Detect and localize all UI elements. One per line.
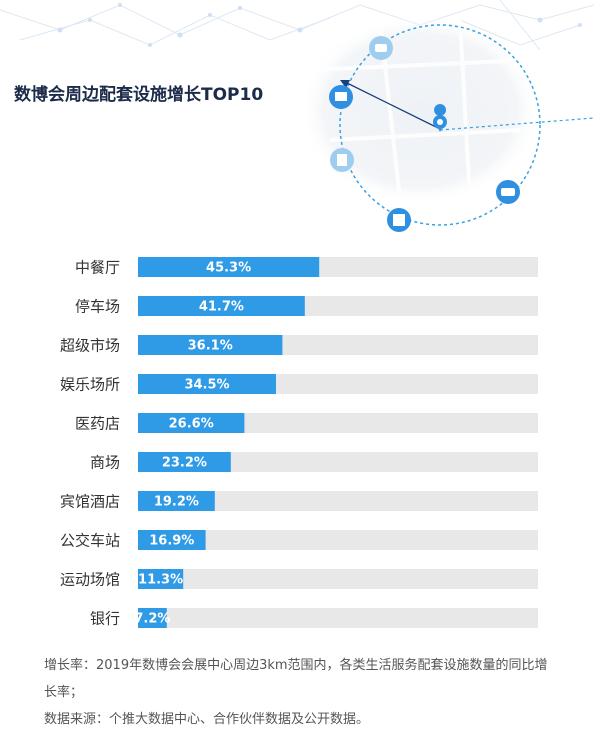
value-label: 23.2% — [162, 456, 207, 471]
category-label: 娱乐场所 — [60, 376, 120, 394]
bar-track — [138, 452, 538, 472]
bar — [138, 569, 184, 589]
bar — [138, 530, 206, 550]
category-label: 公交车站 — [60, 532, 120, 550]
bar — [138, 452, 231, 472]
bar — [138, 335, 283, 355]
chart-title: 数博会周边配套设施增长TOP10 — [14, 84, 263, 105]
value-label: 16.9% — [149, 534, 194, 549]
note: 增长率：2019年数博会会展中心周边3km范围内，各类生活服务配套设施数量的同比… — [44, 658, 548, 700]
category-label: 超级市场 — [60, 337, 120, 355]
category-label: 银行 — [90, 610, 120, 628]
bar — [138, 296, 305, 316]
value-label: 19.2% — [154, 495, 199, 510]
value-label: 41.7% — [199, 300, 244, 315]
value-label: 34.5% — [184, 378, 229, 393]
category-label: 停车场 — [75, 298, 120, 316]
value-label: 36.1% — [188, 339, 233, 354]
bar-track — [138, 530, 538, 550]
bar — [138, 413, 245, 433]
category-label: 商场 — [90, 454, 120, 472]
category-label: 中餐厅 — [75, 259, 120, 277]
value-label: 7.2% — [134, 612, 170, 627]
note: 数据来源：个推大数据中心、合作伙伴数据及公开数据。 — [44, 712, 370, 727]
bar — [138, 491, 215, 511]
network-nodes — [57, 3, 582, 47]
bar — [138, 374, 276, 394]
bar-track — [138, 491, 538, 511]
value-label: 11.3% — [138, 573, 183, 588]
bar — [138, 608, 167, 628]
notes: 增长率：2019年数博会会展中心周边3km范围内，各类生活服务配套设施数量的同比… — [44, 652, 554, 733]
bar-track — [138, 569, 538, 589]
category-label: 宾馆酒店 — [60, 493, 120, 511]
map-illustration — [300, 15, 594, 232]
bar — [138, 257, 320, 277]
category-label: 运动场馆 — [60, 571, 120, 589]
bar-track — [138, 608, 538, 628]
value-label: 45.3% — [206, 261, 251, 276]
value-label: 26.6% — [169, 417, 214, 432]
category-label: 医药店 — [75, 415, 120, 433]
